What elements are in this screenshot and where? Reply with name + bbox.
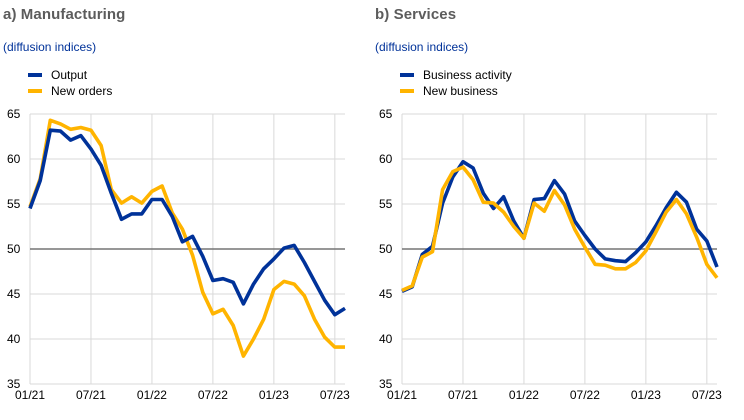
legend-label: Output [51, 68, 88, 82]
manufacturing-panel: a) Manufacturing (diffusion indices) 35 4… [3, 6, 350, 402]
chart-subtitle: (diffusion indices) [375, 40, 469, 54]
y-tick-label: 60 [7, 152, 21, 166]
series-line-new-business [401, 165, 719, 293]
legend-label: New orders [51, 84, 113, 98]
x-tick-label: 07/22 [198, 388, 228, 402]
x-tick-label: 01/23 [259, 388, 289, 402]
series-line-business-activity [401, 159, 719, 293]
y-tick-label: 45 [7, 287, 21, 301]
legend-swatch-output [28, 73, 42, 77]
series-line-new-orders [28, 118, 345, 358]
chart-subtitle: (diffusion indices) [3, 40, 97, 54]
legend-item-business-activity: Business activity [400, 67, 512, 83]
y-tick-label: 65 [379, 107, 393, 121]
services-panel: b) Services (diffusion indices) 35 40 45 50… [372, 0, 744, 420]
series-line-output [28, 128, 346, 317]
chart-title: a) Manufacturing [3, 6, 126, 23]
x-tick-label: 01/22 [137, 388, 167, 402]
chart-title: b) Services [375, 6, 457, 23]
x-tick-label: 07/23 [692, 388, 722, 402]
y-tick-label: 40 [7, 332, 21, 346]
y-tick-label: 50 [379, 242, 393, 256]
y-tick-label: 65 [7, 107, 21, 121]
legend-label: Business activity [423, 68, 512, 82]
legend-swatch-business-activity [400, 73, 414, 77]
services-chart: 35 40 45 50 55 60 65 01/21 07/21 01/22 07/22 01/23 0… [379, 107, 722, 402]
y-tick-label: 35 [379, 377, 393, 391]
x-tick-label: 07/22 [570, 388, 600, 402]
x-tick-label: 01/21 [15, 388, 45, 402]
legend: Output New orders [28, 67, 112, 99]
x-tick-label: 07/23 [320, 388, 350, 402]
legend-item-new-business: New business [400, 83, 512, 99]
x-tick-label: 01/21 [387, 388, 417, 402]
legend-swatch-new-business [400, 89, 414, 93]
y-tick-label: 60 [379, 152, 393, 166]
x-tick-label: 01/23 [631, 388, 661, 402]
legend-label: New business [423, 84, 498, 98]
y-tick-label: 55 [379, 197, 393, 211]
legend-item-output: Output [28, 67, 112, 83]
y-tick-label: 35 [7, 377, 21, 391]
y-tick-label: 40 [379, 332, 393, 346]
y-tick-label: 50 [7, 242, 21, 256]
manufacturing-chart: 35 40 45 50 55 60 65 01/21 07/21 01/22 07/22 01/23 0… [7, 107, 350, 402]
x-tick-label: 01/22 [509, 388, 539, 402]
legend-item-new-orders: New orders [28, 83, 112, 99]
legend: Business activity New business [400, 67, 512, 99]
legend-swatch-new-orders [28, 89, 42, 93]
x-tick-label: 07/21 [76, 388, 106, 402]
x-tick-label: 07/21 [448, 388, 478, 402]
y-tick-label: 55 [7, 197, 21, 211]
y-tick-label: 45 [379, 287, 393, 301]
